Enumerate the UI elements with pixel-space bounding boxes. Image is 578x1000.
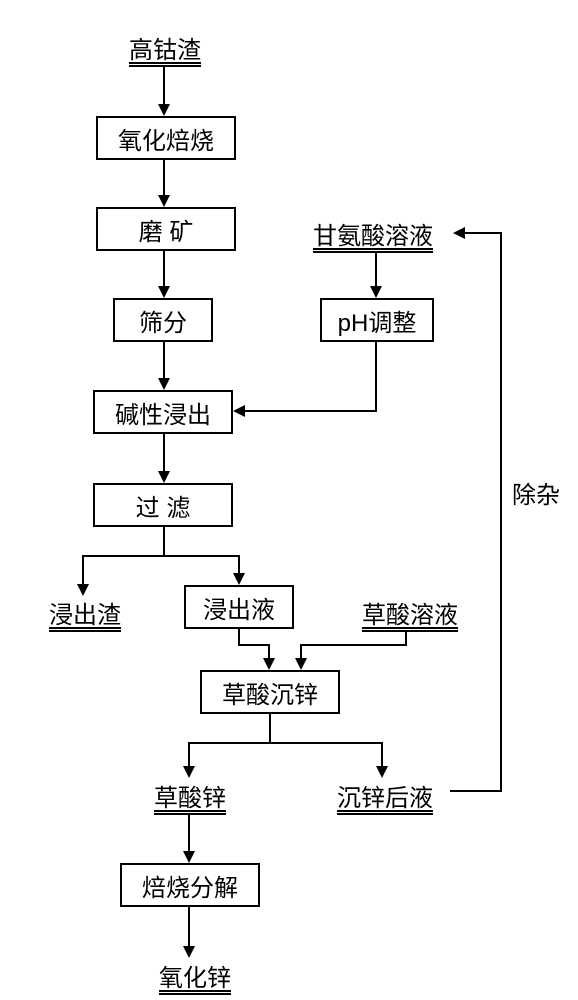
edge [163, 251, 165, 287]
node-label: 沉锌后液 [337, 785, 433, 812]
edge [163, 160, 165, 196]
edge [163, 342, 165, 379]
node-label: 筛分 [139, 303, 187, 338]
node-label: 高钴渣 [129, 37, 201, 64]
edge [465, 232, 502, 234]
arrow-icon [183, 766, 195, 778]
arrow-icon [183, 946, 195, 958]
node-label: 草酸溶液 [362, 602, 458, 629]
edge [500, 232, 502, 792]
node-zinc-oxide: 氧化锌 [145, 958, 245, 993]
edge [375, 253, 377, 287]
edge [300, 644, 302, 659]
node-screening: 筛分 [113, 298, 213, 342]
node-label: 氧化锌 [159, 965, 231, 992]
arrow-icon [453, 227, 465, 239]
node-glycine: 甘氨酸溶液 [293, 216, 453, 251]
arrow-icon [183, 851, 195, 863]
node-alkaline: 碱性浸出 [93, 390, 233, 434]
node-leachate: 浸出液 [184, 585, 294, 629]
edge [238, 644, 270, 646]
node-zinc-oxalate: 草酸锌 [140, 778, 240, 813]
arrow-icon [370, 286, 382, 298]
node-label: 草酸沉锌 [222, 675, 318, 710]
edge [188, 907, 190, 947]
node-label: 浸出液 [203, 590, 275, 625]
node-post-liquid: 沉锌后液 [320, 778, 450, 813]
edge [300, 644, 407, 646]
node-filter: 过 滤 [93, 483, 233, 527]
node-label: 浸出渣 [49, 602, 121, 629]
edge [82, 555, 240, 557]
arrow-icon [263, 658, 275, 670]
recycle-label: 除杂 [512, 480, 542, 511]
arrow-icon [158, 195, 170, 207]
arrow-icon [376, 766, 388, 778]
node-label: 除杂 [512, 482, 560, 509]
arrow-icon [233, 573, 245, 585]
node-label: 甘氨酸溶液 [313, 223, 433, 250]
node-label: 氧化焙烧 [118, 121, 214, 156]
node-oxidation: 氧化焙烧 [96, 116, 236, 160]
node-label: 草酸锌 [154, 785, 226, 812]
node-residue: 浸出渣 [30, 595, 140, 630]
edge [188, 742, 383, 744]
edge [163, 67, 165, 105]
arrow-icon [158, 286, 170, 298]
node-precipitation: 草酸沉锌 [200, 670, 340, 714]
arrow-icon [158, 104, 170, 116]
node-oxalic: 草酸溶液 [340, 595, 480, 630]
arrow-icon [295, 658, 307, 670]
edge [238, 555, 240, 574]
node-label: 磨 矿 [139, 212, 194, 247]
edge [269, 714, 271, 742]
edge [82, 555, 84, 585]
edge [245, 410, 377, 412]
edge [450, 790, 502, 792]
arrow-icon [158, 378, 170, 390]
node-roasting: 焙烧分解 [120, 863, 260, 907]
node-label: 过 滤 [136, 488, 191, 523]
node-grinding: 磨 矿 [96, 207, 236, 251]
node-label: 碱性浸出 [115, 395, 211, 430]
edge [268, 644, 270, 659]
node-label: 焙烧分解 [142, 868, 238, 903]
node-label: pH调整 [338, 303, 417, 338]
edge [381, 742, 383, 767]
arrow-icon [233, 405, 245, 417]
arrow-icon [158, 471, 170, 483]
edge [163, 527, 165, 555]
node-ph: pH调整 [320, 298, 434, 342]
edge [188, 815, 190, 852]
arrow-icon [77, 584, 89, 596]
edge [163, 434, 165, 472]
edge [375, 342, 377, 412]
edge [238, 629, 240, 644]
edge [188, 742, 190, 767]
node-start: 高钴渣 [105, 30, 225, 65]
